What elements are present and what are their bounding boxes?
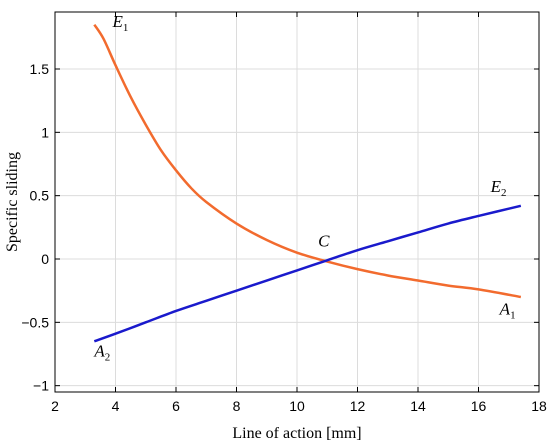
x-tick-label: 14 xyxy=(410,398,426,414)
curve-label: A2 xyxy=(93,342,110,364)
x-tick-label: 8 xyxy=(233,398,241,414)
y-tick-label: −0.5 xyxy=(21,314,49,330)
x-tick-label: 10 xyxy=(289,398,305,414)
x-tick-label: 12 xyxy=(350,398,366,414)
x-axis-title: Line of action [mm] xyxy=(232,425,361,442)
curve-label-main: E xyxy=(490,177,502,196)
y-tick-label: 1 xyxy=(41,124,49,140)
curve-label-subscript: 1 xyxy=(510,310,516,322)
series-line-2 xyxy=(93,204,522,343)
curve-label-subscript: 2 xyxy=(501,187,507,199)
curve-label-main: A xyxy=(499,300,511,319)
series-line-1 xyxy=(93,23,522,299)
y-axis-title: Specific sliding xyxy=(4,152,21,252)
curve-label: A1 xyxy=(499,300,516,322)
curve-label-main: E xyxy=(111,12,123,31)
curve-label-main: A xyxy=(93,342,105,361)
x-tick-label: 18 xyxy=(531,398,547,414)
curve-label: E1 xyxy=(111,12,128,34)
curve-label-main: C xyxy=(318,231,330,250)
curve-label: E2 xyxy=(490,177,507,199)
x-tick-label: 4 xyxy=(112,398,120,414)
y-tick-label: 0.5 xyxy=(30,188,50,204)
x-tick-label: 2 xyxy=(51,398,59,414)
curve-label: C xyxy=(318,231,330,250)
axis-ticks: 2 4 6 8 10 12 14 16 18−1−0.500.511.5 xyxy=(21,12,547,414)
y-tick-label: 0 xyxy=(41,251,49,267)
y-tick-label: 1.5 xyxy=(30,61,50,77)
series-lines xyxy=(93,23,522,343)
curve-label-subscript: 1 xyxy=(123,22,129,34)
curve-label-subscript: 2 xyxy=(105,352,111,364)
x-tick-label: 6 xyxy=(172,398,180,414)
y-tick-label: −1 xyxy=(33,378,49,394)
x-tick-label: 16 xyxy=(471,398,487,414)
